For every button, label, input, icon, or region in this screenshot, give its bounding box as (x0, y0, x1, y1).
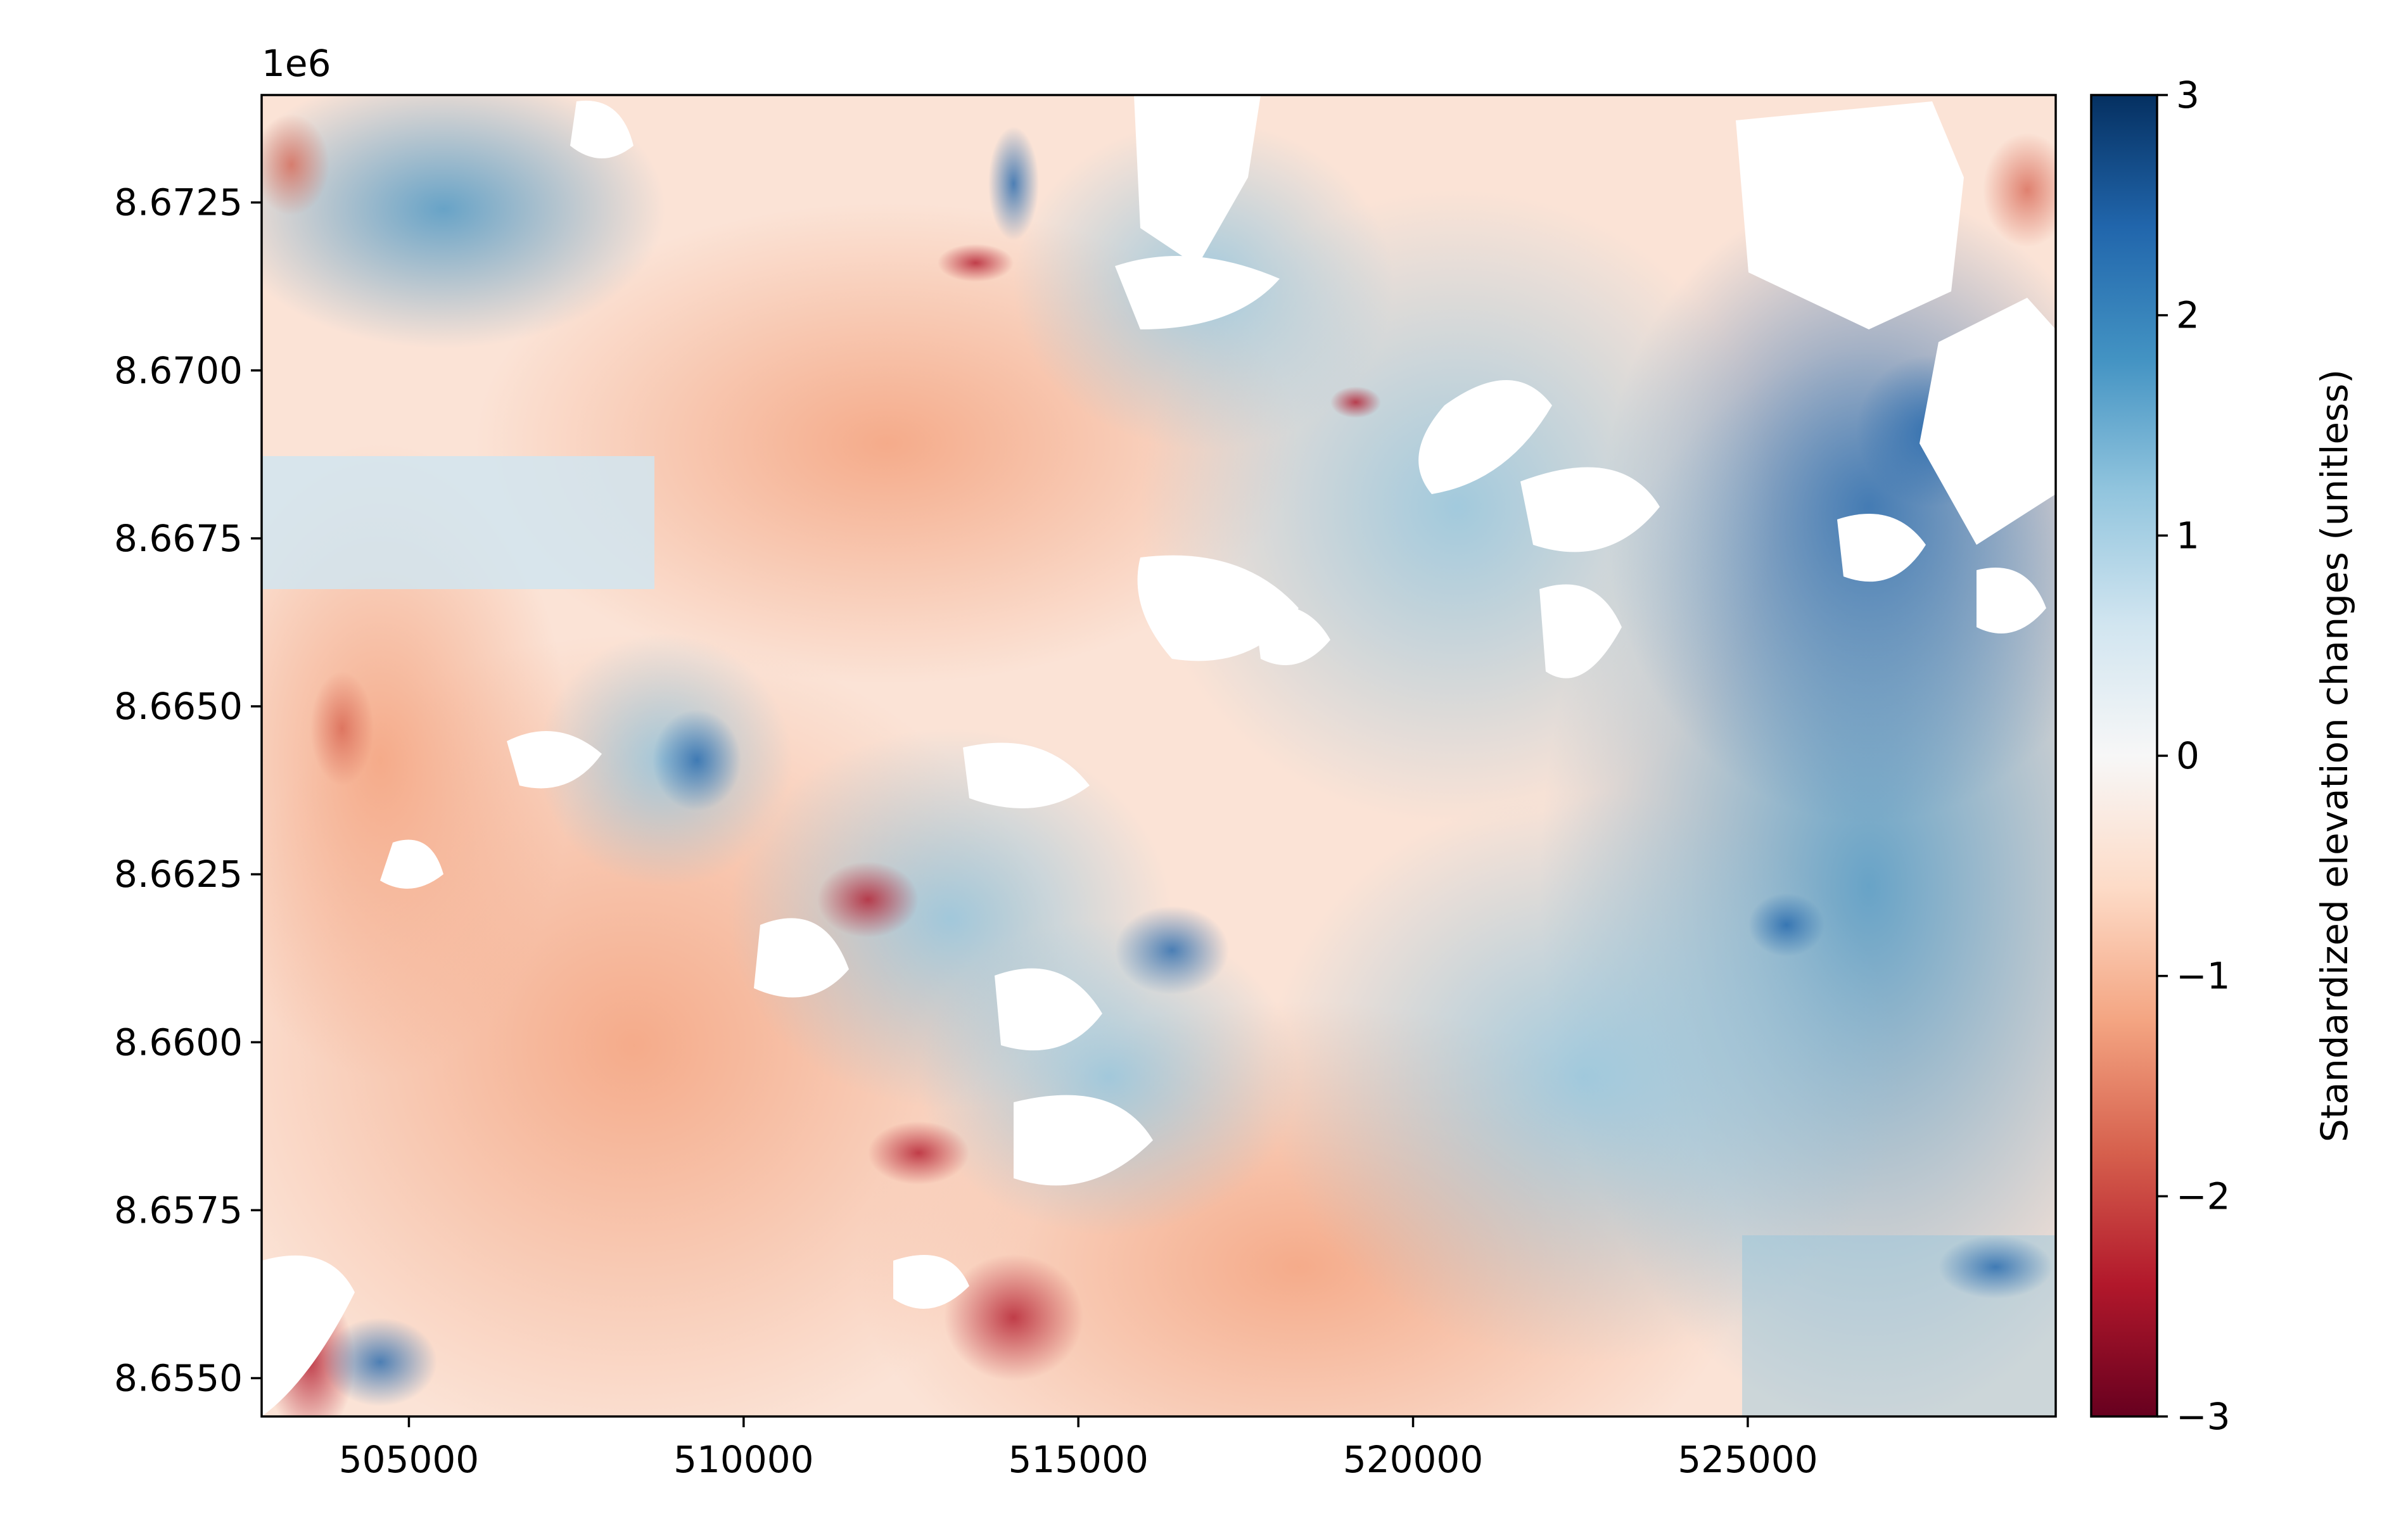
y-tick-label: 8.6725 (114, 181, 243, 224)
y-tick-label: 8.6625 (114, 853, 243, 896)
x-tick-label: 525000 (1678, 1438, 1818, 1481)
colorbar-tick-label: 1 (2176, 514, 2200, 557)
elevation-change-heatmap (262, 95, 2056, 1416)
plot-frame (260, 94, 2057, 1418)
y-offset-label: 1e6 (262, 42, 331, 85)
colorbar-tick-label: 3 (2176, 73, 2200, 117)
colorbar-tick-label: 0 (2176, 734, 2200, 777)
colorbar (2091, 95, 2157, 1416)
x-tick-label: 515000 (1008, 1438, 1148, 1481)
y-axis: 8.6725 8.6700 8.6675 8.6650 8.6625 8.6600 8.65… (114, 181, 262, 1400)
x-tick-label: 520000 (1343, 1438, 1483, 1481)
colorbar-tick-label: −2 (2176, 1174, 2231, 1218)
colorbar-label: Standardized elevation changes (unitless… (2313, 369, 2356, 1142)
y-tick-label: 8.6600 (114, 1021, 243, 1064)
colorbar-tick-label: 2 (2176, 294, 2200, 337)
y-tick-label: 8.6700 (114, 349, 243, 392)
colorbar-ticks: 3 2 1 0 −1 −2 −3 (2157, 73, 2231, 1438)
x-tick-label: 505000 (339, 1438, 479, 1481)
x-axis: 505000 510000 515000 520000 525000 (339, 1416, 1818, 1481)
colorbar-tick-label: −1 (2176, 955, 2231, 998)
y-tick-label: 8.6550 (114, 1357, 243, 1400)
x-tick-label: 510000 (673, 1438, 813, 1481)
y-tick-label: 8.6650 (114, 685, 243, 728)
y-tick-label: 8.6675 (114, 517, 243, 560)
colorbar-tick-label: −3 (2176, 1395, 2231, 1438)
y-tick-label: 8.6575 (114, 1188, 243, 1231)
